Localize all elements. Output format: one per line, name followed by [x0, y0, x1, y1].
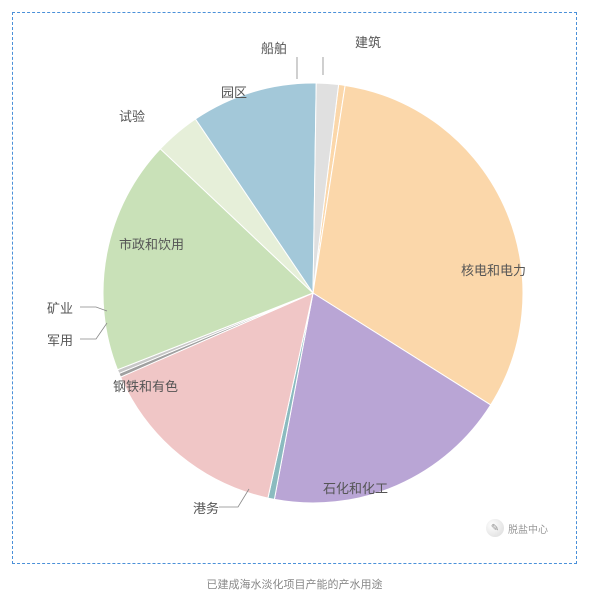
watermark: ✎ 脱盐中心: [486, 519, 548, 537]
slice-label: 港务: [193, 501, 219, 516]
slice-label: 试验: [119, 109, 145, 124]
chart-caption: 已建成海水淡化项目产能的产水用途: [0, 576, 589, 592]
slice-label: 钢铁和有色: [113, 379, 178, 394]
pie-chart: 建筑核电和电力石化和化工港务 钢铁和有色 军用 矿业 市政和饮用 试验 园区 船舶: [13, 13, 578, 565]
slice-label: 核电和电力: [461, 263, 526, 278]
slice-label: 市政和饮用: [119, 237, 184, 252]
slice-label: 园区: [221, 85, 247, 100]
chart-border: 建筑核电和电力石化和化工港务 钢铁和有色 军用 矿业 市政和饮用 试验 园区 船舶 ✎ 脱盐中…: [12, 12, 577, 564]
slice-label: 建筑: [355, 35, 381, 50]
watermark-icon: ✎: [486, 519, 504, 537]
chart-container: 建筑核电和电力石化和化工港务 钢铁和有色 军用 矿业 市政和饮用 试验 园区 船舶 ✎ 脱盐中…: [0, 0, 589, 601]
slice-label: 矿业: [47, 301, 73, 316]
slice-label: 船舶: [261, 41, 287, 56]
slice-label: 石化和化工: [323, 481, 388, 496]
leader-line: [80, 323, 107, 339]
watermark-text: 脱盐中心: [508, 521, 548, 536]
slice-label: 军用: [47, 333, 73, 348]
